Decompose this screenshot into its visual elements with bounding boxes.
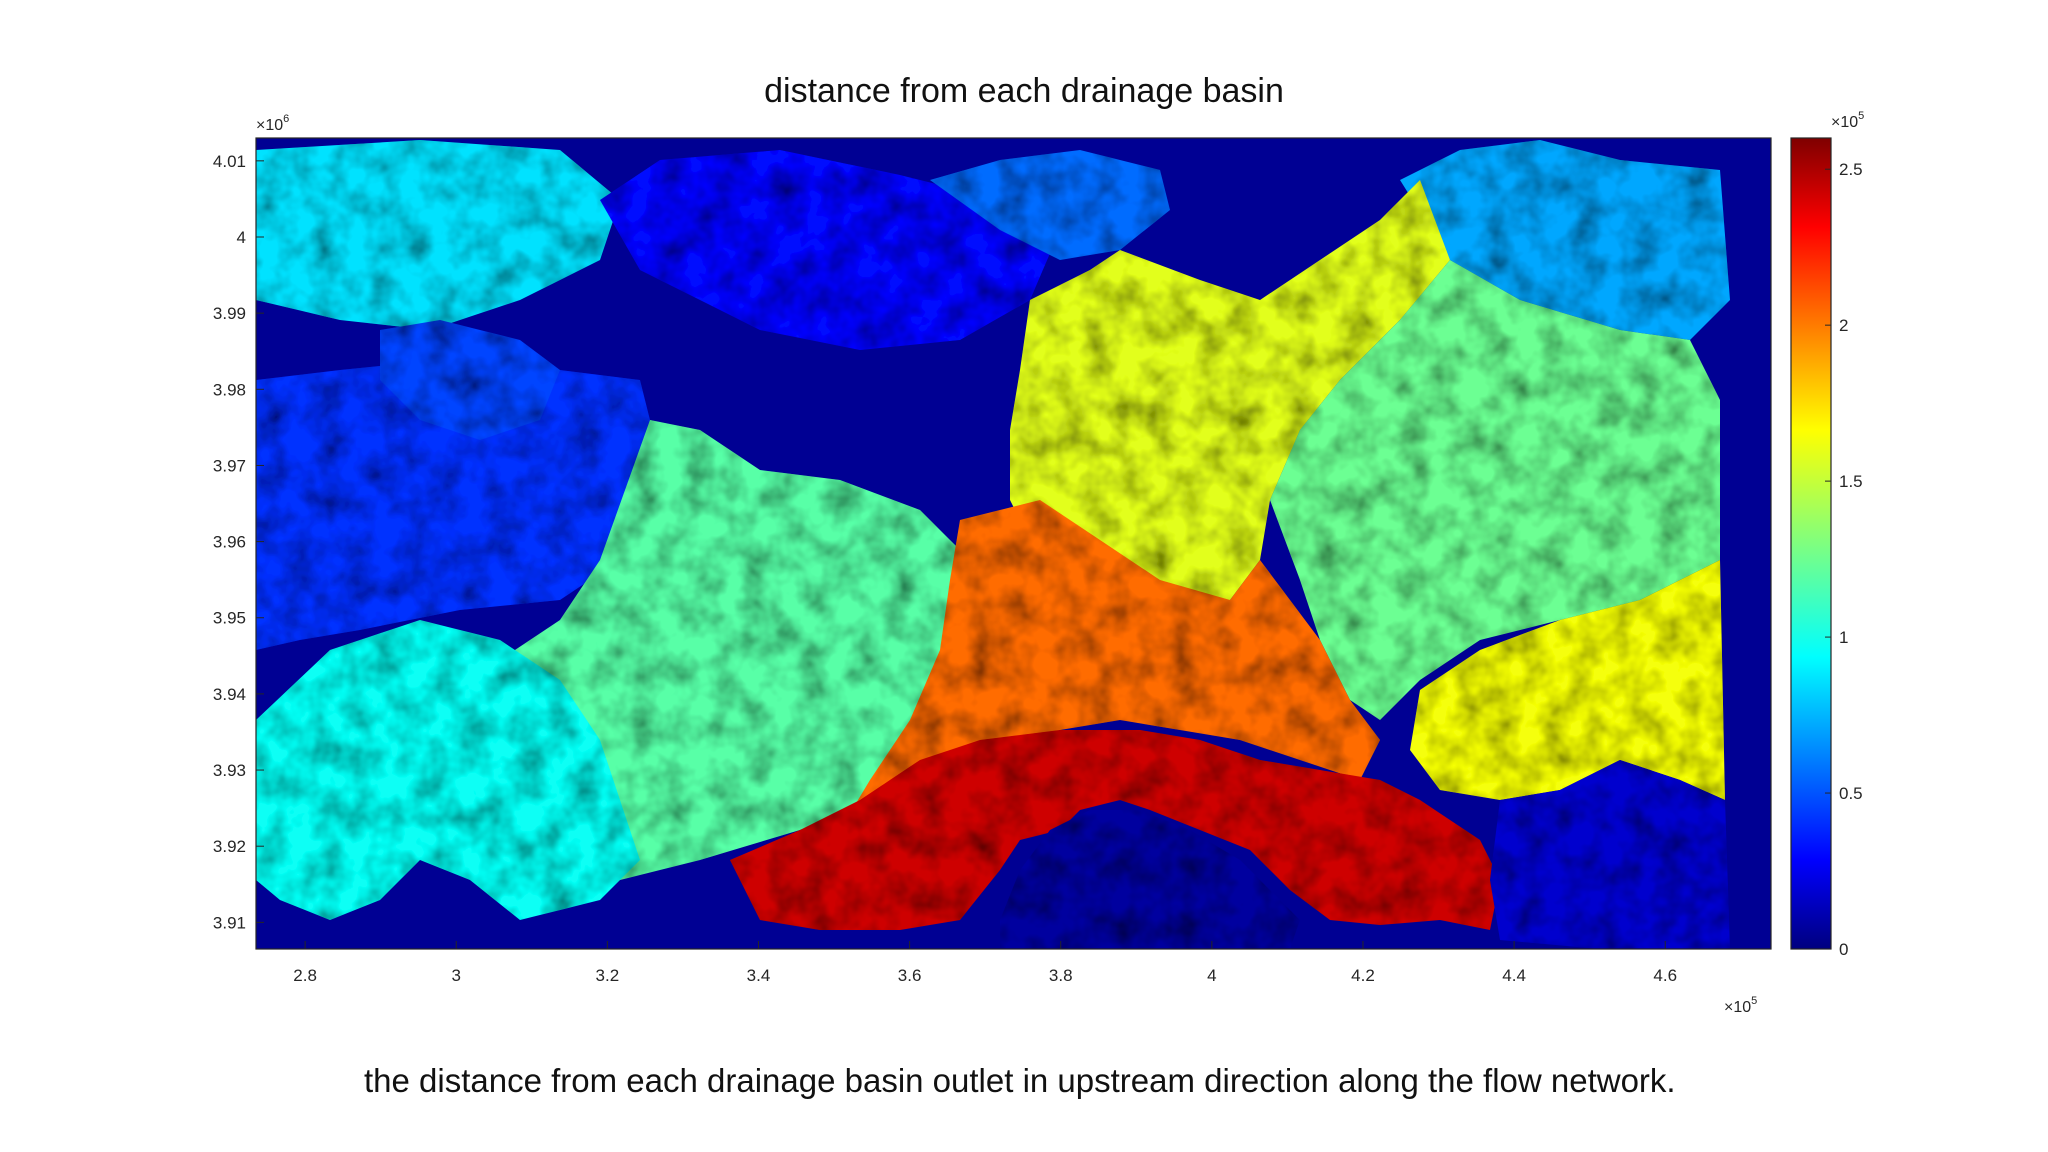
colorbar-gradient [1790, 137, 1832, 950]
colorbar-ticks: 0 0.5 1 1.5 2 2.5 [1825, 160, 1863, 959]
y-tick-label: 3.92 [213, 837, 246, 856]
region-east-basin [1270, 260, 1720, 720]
colorbar-tick-label: 1 [1839, 628, 1848, 647]
x-tick-label: 4.2 [1351, 966, 1375, 985]
x-axis-exponent: ×105 [1724, 995, 1757, 1016]
y-tick-label: 3.98 [213, 380, 246, 399]
chart-title: distance from each drainage basin [764, 72, 1284, 110]
x-tick-label: 2.8 [293, 966, 317, 985]
region-upper-center-basin [1010, 180, 1450, 620]
colorbar-tick-label: 2 [1839, 316, 1848, 335]
slide-title: distance from each drainage basin [0, 72, 2048, 111]
y-tick-label: 4.01 [213, 152, 246, 171]
plot-frame [255, 137, 1772, 950]
y-tick-label: 3.99 [213, 304, 246, 323]
slide-caption: the distance from each drainage basin ou… [364, 1062, 1676, 1099]
y-tick-label: 3.97 [213, 456, 246, 475]
y-tick-label: 3.93 [213, 761, 246, 780]
colorbar-exponent: ×105 [1831, 110, 1864, 131]
region-northwest-basin [256, 140, 620, 330]
y-tick-label: 3.96 [213, 533, 246, 552]
region-southwest-basin [256, 620, 640, 920]
x-tick-label: 4.6 [1653, 966, 1677, 985]
basin-regions [256, 140, 1730, 949]
y-axis-exponent: ×106 [256, 113, 289, 134]
colorbar-tick-label: 0.5 [1839, 784, 1863, 803]
region-south-gap-basin [1000, 810, 1300, 949]
region-southeast-basin [1410, 560, 1725, 800]
region-northeast-basin [1400, 140, 1730, 340]
y-axis: 3.91 3.92 3.93 3.94 3.95 3.96 3.97 3.98 3.99 4 4.0… [213, 152, 264, 932]
region-south-east-basin [1490, 760, 1730, 949]
region-west-basin [380, 320, 560, 440]
region-north-central-basin [600, 150, 1060, 350]
x-tick-label: 3.4 [747, 966, 771, 985]
y-exponent-base: ×106 [256, 113, 289, 134]
plot-area [255, 137, 1772, 950]
x-tick-label: 3.6 [898, 966, 922, 985]
y-tick-label: 3.94 [213, 685, 246, 704]
x-tick-label: 4 [1207, 966, 1216, 985]
region-central-west-basin [256, 360, 660, 650]
colorbar: 0 0.5 1 1.5 2 2.5 ×105 [1790, 110, 1864, 959]
colorbar-tick-label: 1.5 [1839, 472, 1863, 491]
colorbar-tick-label: 0 [1839, 940, 1848, 959]
x-tick-label: 3 [452, 966, 461, 985]
colorbar-tick-label: 2.5 [1839, 160, 1863, 179]
region-south-basin [730, 730, 1500, 930]
x-tick-label: 3.2 [596, 966, 620, 985]
y-tick-label: 3.95 [213, 609, 246, 628]
x-tick-label: 4.4 [1502, 966, 1526, 985]
x-tick-label: 3.8 [1049, 966, 1073, 985]
region-north-basin [930, 150, 1170, 260]
x-axis: 2.8 3 3.2 3.4 3.6 3.8 4 4.2 4.4 4.6 [293, 941, 1677, 985]
y-tick-label: 4 [237, 228, 246, 247]
y-tick-label: 3.91 [213, 913, 246, 932]
x-exponent-base: ×105 [1724, 995, 1757, 1016]
